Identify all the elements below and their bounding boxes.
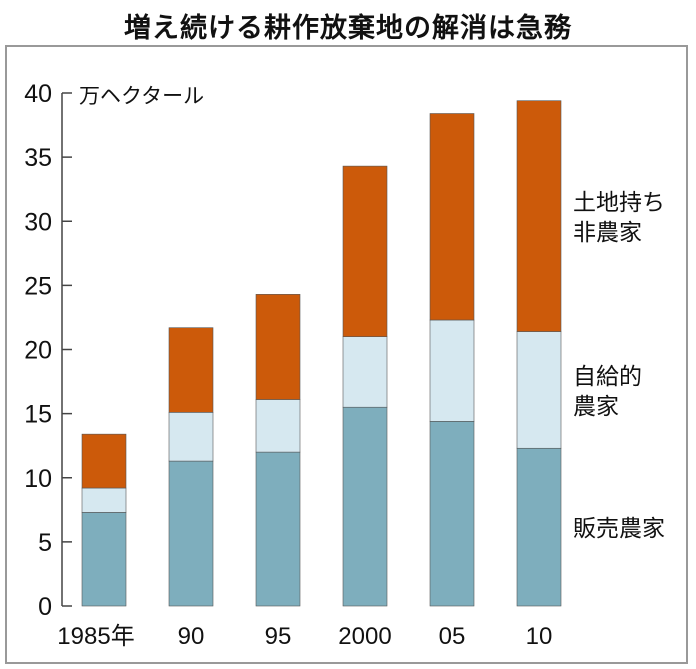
bar-segment	[81, 512, 127, 607]
y-tick-label: 35	[24, 144, 52, 172]
chart-frame	[5, 45, 688, 664]
bar-segment	[516, 331, 562, 449]
y-tick-label: 30	[24, 208, 52, 236]
y-tick-label: 5	[38, 529, 52, 557]
bar-segment	[429, 319, 475, 422]
x-tick-label: 2000	[338, 623, 391, 650]
bar-segment	[81, 433, 127, 489]
y-tick-label: 25	[24, 272, 52, 300]
bar-segment	[342, 165, 388, 337]
bar-segment	[516, 100, 562, 332]
bar-segment	[168, 327, 214, 413]
y-tick-label: 40	[24, 80, 52, 108]
bar-segment	[342, 336, 388, 408]
x-tick-label: 10	[526, 623, 553, 650]
series-label: 非農家	[573, 219, 642, 245]
series-label: 農家	[573, 393, 619, 419]
bar-segment	[255, 451, 301, 607]
bar-segment	[168, 460, 214, 607]
bar-segment	[81, 487, 127, 513]
x-tick-label: 95	[265, 623, 292, 650]
series-label: 販売農家	[573, 515, 665, 541]
series-label: 自給的	[573, 363, 642, 389]
y-tick-label: 20	[24, 337, 52, 365]
y-axis-unit: 万ヘクタール	[79, 85, 204, 108]
bar-segment	[429, 113, 475, 321]
bar-segment	[168, 412, 214, 462]
chart-title: 増え続ける耕作放棄地の解消は急務	[124, 13, 572, 44]
y-tick-label: 15	[24, 401, 52, 429]
x-tick-label: 90	[178, 623, 205, 650]
bar-segment	[429, 421, 475, 607]
bar-segment	[342, 406, 388, 607]
bar-segment	[516, 447, 562, 607]
y-tick-label: 0	[38, 593, 52, 621]
bar-segment	[255, 294, 301, 400]
y-tick-label: 10	[24, 465, 52, 493]
series-label: 土地持ち	[573, 189, 665, 215]
bar-segment	[255, 399, 301, 453]
x-tick-label: 05	[439, 623, 466, 650]
x-tick-label: 1985年	[57, 623, 134, 650]
